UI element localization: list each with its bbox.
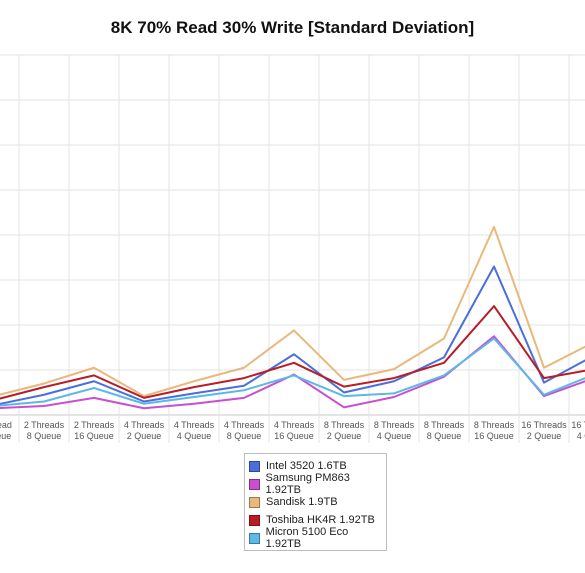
- legend-item: Toshiba HK4R 1.92TB: [249, 511, 382, 529]
- x-tick-label: 8 Threads 8 Queue: [424, 420, 465, 441]
- x-tick-label: 4 Threads 16 Queue: [274, 420, 315, 441]
- x-tick-label: 8 Threads 2 Queue: [324, 420, 365, 441]
- legend-label: Toshiba HK4R 1.92TB: [266, 514, 375, 526]
- legend-item: Intel 3520 1.6TB: [249, 457, 382, 475]
- x-tick-label: 8 Threads 16 Queue: [474, 420, 515, 441]
- legend-label: Samsung PM863 1.92TB: [265, 472, 350, 496]
- legend-swatch: [249, 478, 260, 490]
- legend-label: Sandisk 1.9TB: [266, 496, 338, 508]
- legend-item: Sandisk 1.9TB: [249, 493, 382, 511]
- x-tick-label: 4 Threads 8 Queue: [224, 420, 265, 441]
- series-line: [0, 305, 585, 400]
- series-line: [0, 337, 585, 407]
- legend-label: Micron 5100 Eco 1.92TB: [265, 526, 349, 550]
- chart-title: 8K 70% Read 30% Write [Standard Deviatio…: [110, 18, 475, 37]
- legend-swatch: [249, 514, 260, 526]
- series-line: [0, 265, 585, 405]
- gridlines: [0, 54, 585, 443]
- legend-item: Samsung PM863 1.92TB: [249, 472, 382, 496]
- series-line: [0, 335, 585, 410]
- x-tick-label: 4 Threads 4 Queue: [174, 420, 215, 441]
- x-tick-label: 4 Threads 2 Queue: [124, 420, 165, 441]
- legend-swatch: [249, 496, 260, 508]
- x-tick-label: 1 Thread1 Queue: [0, 420, 12, 441]
- series-line: [0, 225, 585, 398]
- legend-item: Micron 5100 Eco 1.92TB: [249, 526, 382, 550]
- legend-swatch: [249, 460, 260, 472]
- x-tick-label: 8 Threads 4 Queue: [374, 420, 415, 441]
- x-tick-label: 16 Threads 2 Queue: [521, 420, 567, 441]
- x-tick-label: 2 Threads 16 Queue: [74, 420, 115, 441]
- legend-swatch: [249, 532, 260, 544]
- legend: Intel 3520 1.6TB Samsung PM863 1.92TB Sand…: [244, 453, 387, 551]
- legend-label: Intel 3520 1.6TB: [266, 460, 347, 472]
- x-tick-label: 2 Threads 8 Queue: [24, 420, 65, 441]
- series-lines: [0, 225, 585, 410]
